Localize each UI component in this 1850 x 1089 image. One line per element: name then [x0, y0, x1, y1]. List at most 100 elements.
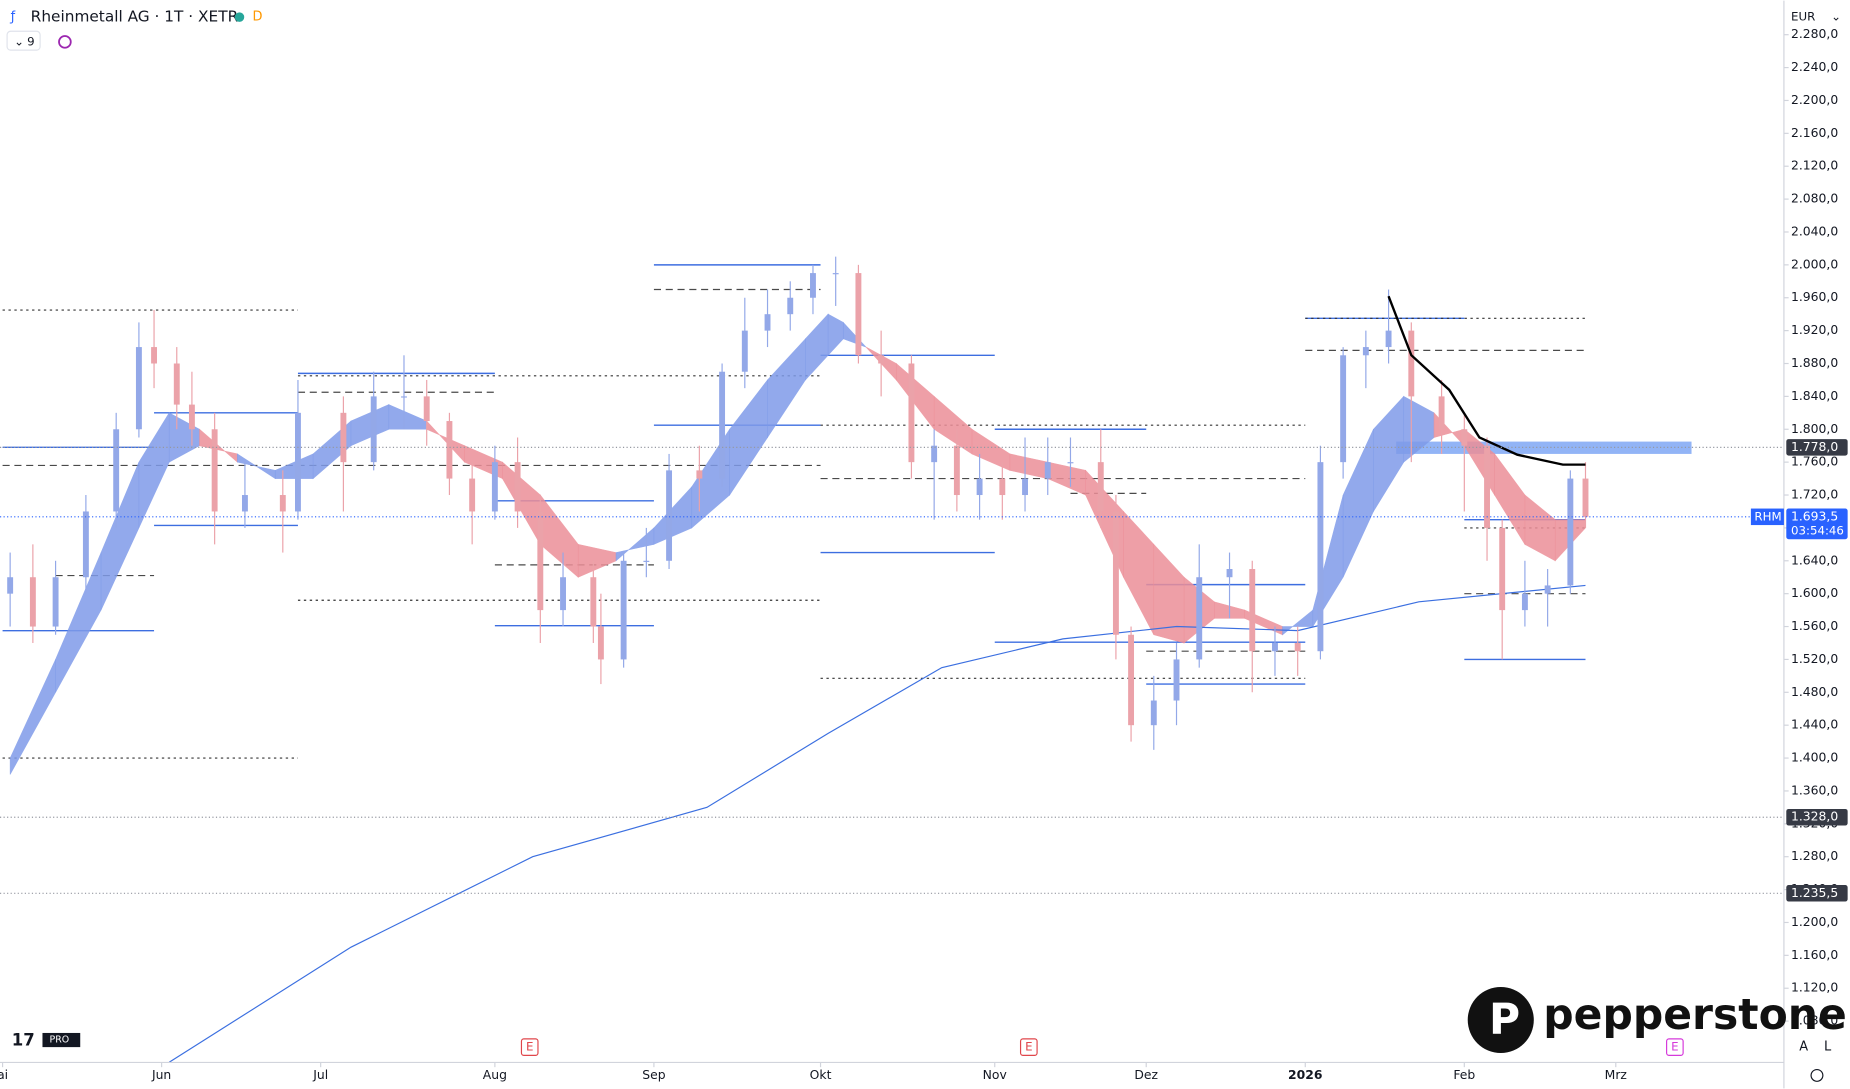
watermark: P pepperstone: [1467, 986, 1847, 1054]
candle-body: [1196, 577, 1203, 660]
event-marker: [1666, 1038, 1684, 1056]
candle-body: [1272, 642, 1278, 652]
candle-body: [401, 396, 407, 398]
candle-body: [787, 297, 794, 315]
indicator-toggle[interactable]: [6, 30, 41, 51]
y-tick-label: 1.400,0: [1791, 751, 1838, 765]
candle-body: [719, 371, 726, 479]
candle-body: [241, 495, 248, 512]
x-tick-label: 2026: [1288, 1068, 1322, 1082]
y-tick-label: 1.480,0: [1791, 685, 1838, 699]
chevron: ⌄: [14, 34, 24, 48]
candle-body: [52, 577, 59, 627]
candle-body: [666, 470, 673, 561]
candle-body: [1385, 330, 1392, 348]
candle-body: [537, 511, 544, 611]
candle-body: [135, 347, 142, 430]
candle-body: [151, 347, 158, 364]
log-scale[interactable]: L: [1824, 1040, 1832, 1055]
watermark-logo-letter: P: [1489, 996, 1520, 1045]
candle-body: [173, 363, 180, 405]
candle-body: [1484, 445, 1490, 528]
candle-body: [469, 478, 476, 512]
currency[interactable]: EUR: [1791, 10, 1815, 24]
y-tick-label: 2.120,0: [1791, 159, 1838, 173]
candle-body: [446, 421, 453, 479]
y-tick-label: 2.160,0: [1791, 126, 1838, 140]
sync-icon[interactable]: [58, 35, 72, 49]
toolbar: A L: [1799, 1040, 1832, 1082]
candle-body: [560, 577, 566, 611]
x-tick-label: Mrz: [1605, 1068, 1627, 1082]
candle-body: [1112, 511, 1119, 635]
y-tick-label: 1.440,0: [1791, 718, 1838, 732]
candle-body: [295, 412, 301, 512]
candle-body: [1249, 569, 1256, 652]
candle-body: [1544, 585, 1551, 594]
y-tick-label: 1.840,0: [1791, 389, 1838, 403]
auto-scale[interactable]: A: [1799, 1040, 1808, 1055]
indicator-count: 9: [27, 34, 35, 48]
price-label: 1.778,0: [1791, 440, 1838, 454]
candle-body: [741, 330, 748, 372]
candle-body: [1097, 462, 1104, 512]
candle-body: [878, 355, 885, 364]
watermark-text: pepperstone: [1543, 991, 1847, 1040]
y-tick-label: 1.360,0: [1791, 783, 1838, 797]
event-marker: [520, 1038, 539, 1056]
candle-body: [1022, 478, 1028, 496]
y-tick-label: 2.000,0: [1791, 257, 1838, 271]
event-label: E: [1671, 1040, 1678, 1054]
event-marker: [1019, 1038, 1038, 1056]
y-tick-label: 1.600,0: [1791, 586, 1838, 600]
y-tick-label: 1.880,0: [1791, 356, 1838, 370]
candle-body: [1521, 593, 1528, 611]
candle-body: [1173, 659, 1180, 701]
candle-body: [696, 470, 703, 479]
y-tick-label: 1.960,0: [1791, 290, 1838, 304]
price-label: 1.328,0: [1791, 810, 1838, 824]
candle-body: [1340, 355, 1347, 463]
x-tick-label: Jun: [151, 1068, 171, 1082]
candle-body: [643, 560, 650, 562]
tv-logo: 17: [12, 1031, 35, 1050]
moving-average-line: [168, 584, 1586, 1063]
candle-body: [1362, 347, 1369, 356]
y-tick-label: 1.760,0: [1791, 455, 1838, 469]
tv-pro-text: PRO: [50, 1035, 70, 1046]
candle-body: [1582, 478, 1589, 517]
y-tick-label: 2.240,0: [1791, 60, 1838, 74]
y-tick-label: 1.200,0: [1791, 915, 1838, 929]
y-tick-label: 1.120,0: [1791, 981, 1838, 995]
price-label: 1.235,5: [1791, 886, 1838, 900]
symbol-title: Rheinmetall AG · 1T · XETR: [31, 8, 239, 26]
candle-body: [1438, 396, 1445, 430]
y-tick-label: 2.080,0: [1791, 192, 1838, 206]
settings-icon[interactable]: [1810, 1068, 1824, 1082]
x-tick-label: ai: [0, 1068, 8, 1082]
candle-body: [82, 511, 89, 578]
y-tick-label: 2.040,0: [1791, 224, 1838, 238]
vwap-line: [1387, 295, 1586, 466]
candle-body: [1150, 700, 1157, 726]
y-tick-label: 1.640,0: [1791, 553, 1838, 567]
y-tick-label: 1.080,0: [1791, 1014, 1838, 1028]
candle-body: [514, 462, 521, 512]
candle-body: [1461, 429, 1468, 446]
candle-body: [976, 478, 983, 496]
candle-body: [999, 478, 1006, 496]
candle-body: [908, 363, 915, 463]
y-tick-label: 1.720,0: [1791, 488, 1838, 502]
y-tick-label: 1.160,0: [1791, 948, 1838, 962]
y-tick-label: 2.280,0: [1791, 27, 1838, 41]
last-price-symbol: RHM: [1754, 509, 1781, 523]
y-tick-label: 1.280,0: [1791, 849, 1838, 863]
price-label-box: [1786, 439, 1848, 456]
price-label-box: [1786, 808, 1848, 826]
candle-body: [1567, 478, 1574, 586]
candle-body: [1044, 462, 1051, 479]
y-tick-label: 1.520,0: [1791, 652, 1838, 666]
